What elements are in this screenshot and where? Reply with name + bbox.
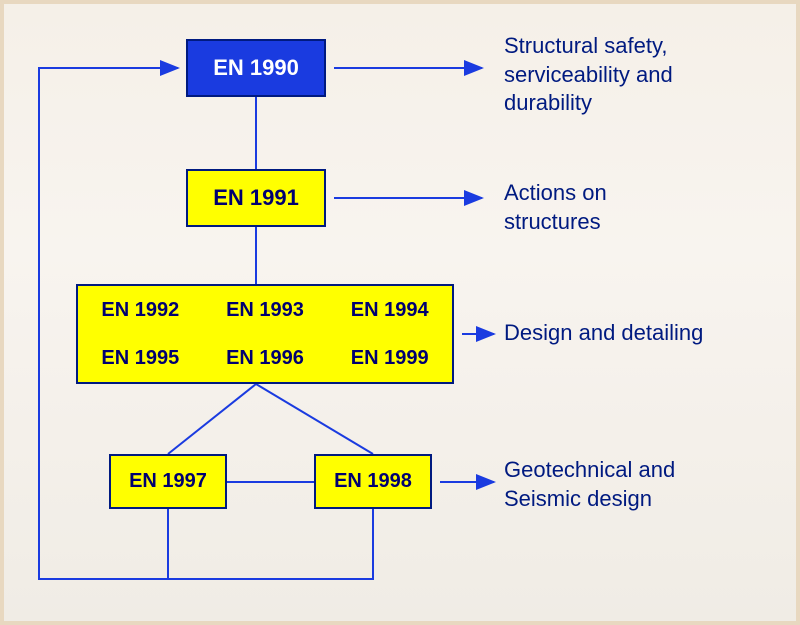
label-r3: Design and detailing: [504, 319, 703, 348]
node-en1990: EN 1990: [186, 39, 326, 97]
node-en1998: EN 1998: [314, 454, 432, 509]
label-r4: Geotechnical and Seismic design: [504, 456, 675, 513]
diagram-canvas: EN 1990 EN 1991 EN 1992 EN 1993 EN 1994 …: [4, 4, 796, 621]
node-en1990-label: EN 1990: [213, 55, 299, 81]
node-design-group: EN 1992 EN 1993 EN 1994 EN 1995 EN 1996 …: [76, 284, 454, 384]
node-en1997: EN 1997: [109, 454, 227, 509]
label-r1: Structural safety, serviceability and du…: [504, 32, 673, 118]
node-en1991-label: EN 1991: [213, 185, 299, 211]
design-cell-5: EN 1999: [327, 334, 452, 382]
diagram-frame: EN 1990 EN 1991 EN 1992 EN 1993 EN 1994 …: [0, 0, 800, 625]
node-en1998-label: EN 1998: [334, 470, 412, 493]
label-r2: Actions on structures: [504, 179, 607, 236]
design-cell-0: EN 1992: [78, 286, 203, 334]
node-en1991: EN 1991: [186, 169, 326, 227]
design-cell-3: EN 1995: [78, 334, 203, 382]
node-en1997-label: EN 1997: [129, 470, 207, 493]
design-cell-1: EN 1993: [203, 286, 328, 334]
design-cell-2: EN 1994: [327, 286, 452, 334]
design-cell-4: EN 1996: [203, 334, 328, 382]
